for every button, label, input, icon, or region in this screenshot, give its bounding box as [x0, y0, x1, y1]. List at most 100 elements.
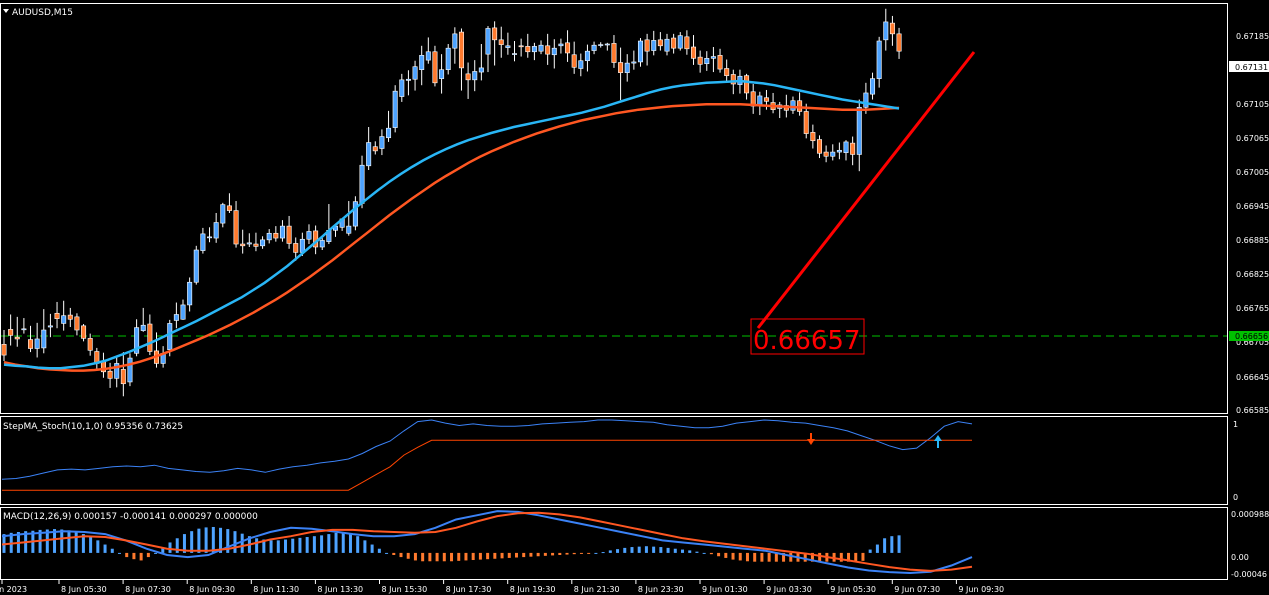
macd-bar — [392, 552, 396, 555]
candle — [618, 47, 624, 101]
macd-bar — [854, 552, 858, 562]
candle — [843, 140, 849, 161]
stoch-panel-frame — [0, 416, 1228, 505]
macd-bar — [168, 542, 172, 553]
macd-bar — [45, 529, 49, 553]
macd-bar — [125, 552, 129, 558]
candle — [47, 313, 53, 338]
candle — [41, 309, 47, 354]
candle — [54, 301, 60, 329]
candle — [571, 41, 577, 74]
price-tick: 0.67185 — [1236, 32, 1269, 41]
trendline[interactable] — [756, 51, 976, 329]
macd-bar — [587, 552, 591, 554]
macd-bar — [644, 546, 648, 553]
macd-bar — [226, 529, 230, 553]
candle — [717, 48, 723, 73]
candle — [876, 36, 882, 88]
macd-bar — [868, 549, 872, 553]
macd-bar — [428, 552, 432, 562]
macd-bar — [399, 552, 403, 558]
macd-bar — [565, 552, 569, 555]
macd-bar — [572, 552, 576, 555]
candle — [757, 91, 763, 116]
macd-bar — [96, 540, 100, 553]
candle — [21, 318, 27, 334]
candle — [810, 124, 816, 149]
macd-bar — [738, 552, 742, 561]
macd-bar — [702, 552, 706, 554]
macd-bar — [493, 552, 497, 559]
candle — [392, 85, 398, 133]
macd-bar — [695, 551, 699, 553]
macd-signal-line — [1, 511, 973, 572]
candle — [100, 352, 106, 378]
time-label: 8 Jun 21:30 — [574, 585, 620, 594]
macd-bar — [731, 552, 735, 560]
candle — [604, 42, 610, 51]
macd-bar — [601, 552, 605, 554]
candle — [114, 357, 120, 388]
macd-bar — [450, 552, 454, 562]
ma-fast-line — [3, 79, 900, 370]
macd-bar — [652, 546, 656, 553]
current-price-label: 0.67131 — [1235, 63, 1268, 72]
candle — [684, 30, 690, 55]
candle — [94, 347, 100, 369]
candle — [697, 50, 703, 73]
candle — [691, 35, 697, 65]
macd-bar — [688, 550, 692, 553]
candle — [193, 245, 199, 285]
macd-bar — [616, 549, 620, 553]
candle — [651, 30, 657, 56]
candle — [180, 299, 186, 320]
sell-arrow-icon — [807, 433, 815, 445]
candle — [797, 92, 803, 116]
chart-title: AUDUSD,M15 — [3, 8, 73, 18]
candle — [160, 346, 166, 368]
macd-bar — [789, 552, 793, 562]
macd-bar — [818, 552, 822, 562]
macd-bar — [623, 547, 627, 553]
macd-bar — [262, 539, 266, 553]
candle — [777, 101, 783, 119]
candle — [279, 220, 285, 242]
macd-bar — [717, 552, 721, 557]
candle — [34, 322, 40, 358]
candle — [823, 145, 829, 163]
time-label: 9 Jun 07:30 — [894, 585, 940, 594]
macd-bar — [724, 552, 728, 558]
price-tick: 0.66585 — [1236, 406, 1269, 415]
macd-bar — [486, 552, 490, 560]
macd-tick: -0.00046 — [1231, 570, 1267, 579]
macd-bar — [327, 534, 331, 553]
candle — [790, 96, 796, 114]
hline-price-tag: 0.66656 — [1229, 331, 1269, 341]
candle — [744, 73, 750, 100]
candle — [478, 44, 484, 81]
candle — [61, 300, 67, 331]
macd-bar — [219, 527, 223, 553]
macd-bar — [522, 552, 526, 558]
candle — [850, 136, 856, 166]
macd-bar — [291, 538, 295, 553]
candle — [870, 72, 876, 100]
candle — [677, 32, 683, 51]
macd-bar — [500, 552, 504, 559]
macd-bar — [435, 552, 439, 562]
candle — [644, 33, 650, 66]
stoch-step-line — [2, 439, 972, 491]
time-label: 8 Jun 07:30 — [125, 585, 171, 594]
macd-bar — [457, 552, 461, 561]
candle — [770, 92, 776, 114]
candle — [611, 35, 617, 68]
candle — [889, 15, 895, 46]
candle — [372, 141, 378, 155]
candle — [750, 84, 756, 114]
candle — [319, 238, 325, 250]
candle — [710, 46, 716, 73]
candle — [439, 54, 445, 94]
time-label: 8 Jun 23:30 — [638, 585, 684, 594]
candle — [671, 33, 677, 54]
